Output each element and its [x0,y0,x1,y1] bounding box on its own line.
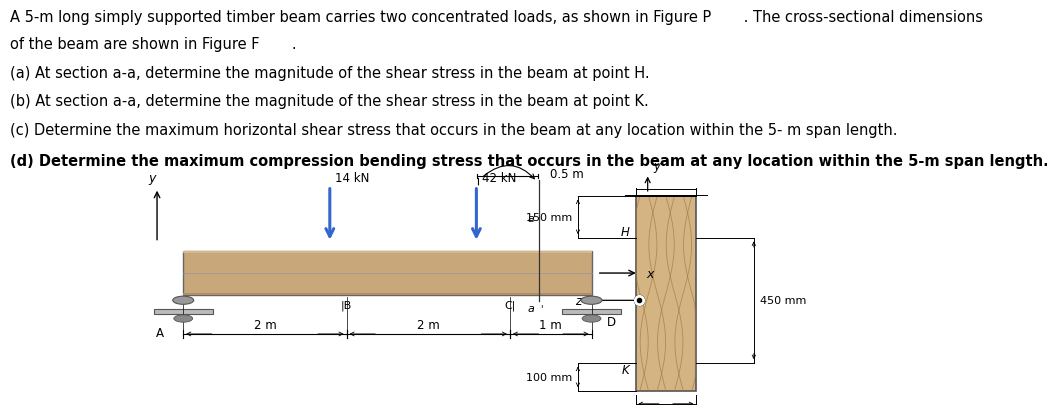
Text: 450 mm: 450 mm [760,296,806,305]
Text: 150 mm: 150 mm [527,212,573,222]
Text: 2 m: 2 m [417,318,440,331]
Text: x: x [646,267,653,280]
Bar [183,251,592,254]
Text: (b) At section a-a, determine the magnitude of the shear stress in the beam at p: (b) At section a-a, determine the magnit… [10,94,649,109]
Text: A: A [156,326,164,339]
Text: 0.5 m: 0.5 m [550,168,583,181]
Text: 14 kN: 14 kN [335,171,370,184]
Text: |B: |B [341,300,352,310]
Text: ': ' [540,303,542,313]
Circle shape [173,296,194,305]
Bar [636,196,696,391]
Text: H: H [621,226,629,239]
Text: y: y [148,171,156,184]
Text: 100 mm: 100 mm [527,372,573,382]
Text: 2 m: 2 m [253,318,276,331]
Circle shape [174,315,193,322]
Text: z: z [575,294,581,307]
Bar [183,293,592,296]
Circle shape [582,315,601,322]
Text: 1 m: 1 m [539,318,562,331]
Bar [183,251,592,296]
Bar [562,309,621,314]
Text: C|: C| [505,300,515,310]
Text: (d) Determine the maximum compression bending stress that occurs in the beam at : (d) Determine the maximum compression be… [10,154,1047,169]
Text: y: y [653,159,660,172]
Text: K: K [622,362,629,375]
Text: of the beam are shown in Figure F       .: of the beam are shown in Figure F . [10,37,297,52]
Text: a: a [527,214,534,224]
Text: (c) Determine the maximum horizontal shear stress that occurs in the beam at any: (c) Determine the maximum horizontal she… [10,122,898,137]
Text: (a) At section a-a, determine the magnitude of the shear stress in the beam at p: (a) At section a-a, determine the magnit… [10,66,650,81]
Text: 42 kN: 42 kN [482,171,516,184]
Text: A 5-m long simply supported timber beam carries two concentrated loads, as shown: A 5-m long simply supported timber beam … [10,10,983,25]
Text: a: a [527,304,534,314]
Text: D: D [607,315,617,328]
Bar [154,309,213,314]
Circle shape [581,296,602,305]
